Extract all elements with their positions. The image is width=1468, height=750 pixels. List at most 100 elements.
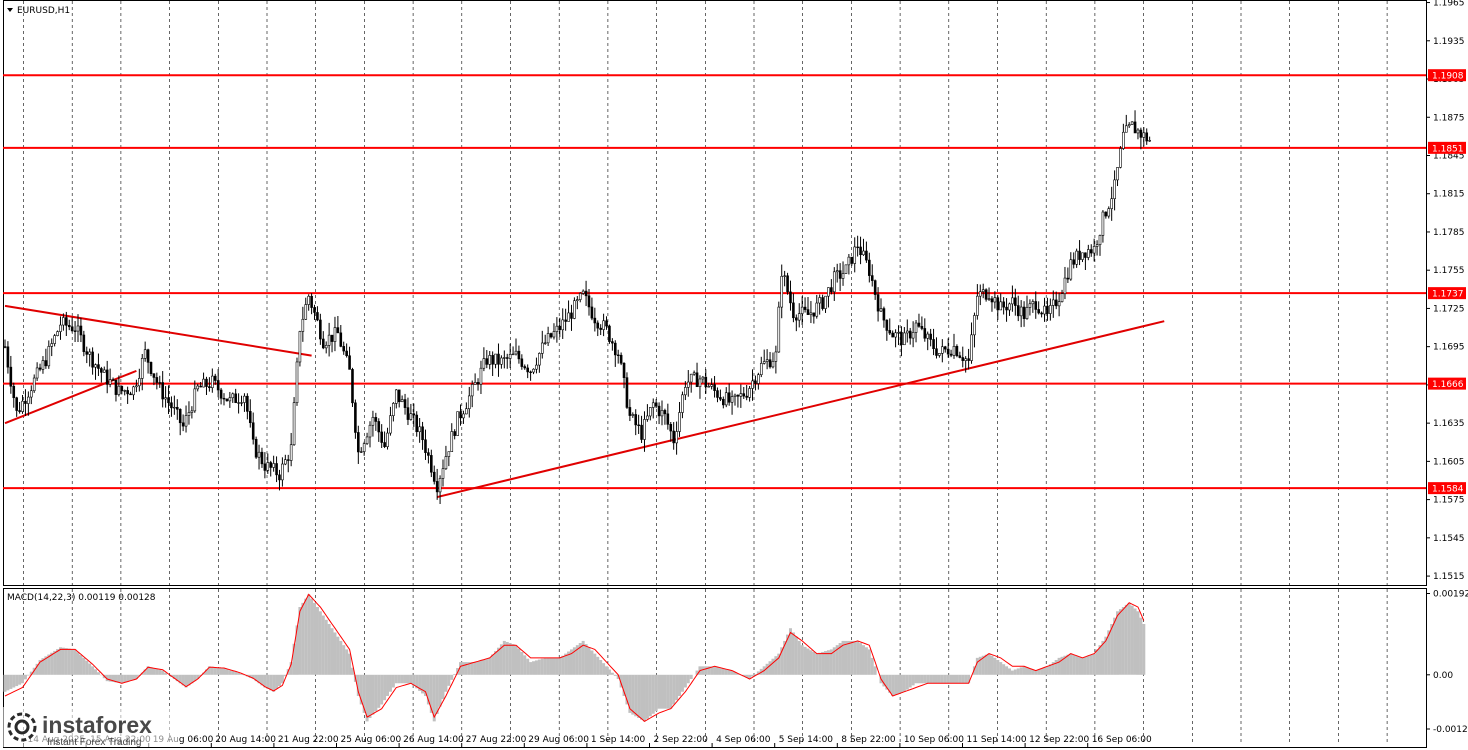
candle-body [278, 474, 281, 481]
time-tick-label: 2 Sep 22:00 [654, 735, 709, 745]
candle-body [1066, 277, 1070, 280]
symbol-label: EURUSD,H1 [17, 6, 70, 16]
candle-body [94, 364, 97, 368]
candle-body [1057, 301, 1061, 307]
candle-body [333, 327, 337, 342]
candle-body [821, 297, 824, 309]
candle-body [357, 432, 360, 453]
candle-body [508, 354, 512, 359]
price-tick-label: 1.1515 [1433, 572, 1465, 582]
candle-body [27, 396, 30, 404]
candle-body [354, 402, 357, 433]
candle-body [555, 325, 559, 332]
candle-body [905, 330, 909, 334]
candle-body [657, 405, 661, 417]
candle-body [231, 393, 235, 399]
candle-body [129, 393, 132, 396]
candle-body [479, 367, 483, 385]
candle-body [856, 246, 859, 249]
candle-body [324, 345, 328, 349]
main-chart-frame [3, 0, 1427, 748]
candle-body [196, 385, 200, 390]
candle-body [911, 332, 915, 339]
candle-body [701, 376, 705, 380]
candle-body [786, 275, 789, 293]
candle-body [213, 375, 217, 381]
candle-body [205, 378, 208, 387]
candle-body [216, 380, 220, 391]
candle-body [891, 332, 894, 338]
candle-body [91, 351, 94, 368]
candle-body [757, 374, 760, 384]
candle-body [759, 363, 763, 376]
candle-body [35, 367, 39, 379]
candle-body [482, 358, 486, 369]
price-tick-label: 1.1575 [1433, 496, 1465, 506]
candle-body [920, 326, 924, 329]
candle-body [225, 398, 229, 402]
candle-body [818, 297, 821, 304]
candle-body [739, 393, 743, 397]
candle-body [619, 354, 623, 364]
candle-body [949, 353, 953, 356]
candle-body [643, 419, 646, 440]
candle-body [491, 355, 494, 365]
candle-body [672, 430, 675, 444]
candle-body [695, 372, 699, 388]
candle-body [289, 444, 293, 461]
candle-body [1130, 121, 1134, 125]
candle-body [999, 301, 1003, 311]
chart-labels: EURUSD,H1 MACD(14,22,3) 0.00119 0.00128 [7, 6, 156, 603]
trendline-descending-resistance[interactable] [4, 304, 312, 357]
price-tick-label: 1.1815 [1433, 190, 1465, 200]
candle-body [698, 378, 702, 388]
candle-body [228, 397, 232, 402]
candle-body [111, 379, 115, 381]
candle-body [465, 408, 468, 415]
candle-body [368, 424, 372, 438]
trendline-rising-support[interactable] [436, 320, 1165, 499]
candle-body [292, 402, 296, 446]
candle-body [964, 358, 967, 361]
candle-body [978, 291, 982, 297]
candle-body [941, 346, 944, 354]
candle-body [771, 361, 775, 368]
candle-body [383, 442, 386, 447]
instaforex-logo-icon [7, 712, 37, 742]
candle-body [616, 354, 620, 356]
candle-body [707, 386, 711, 388]
candle-body [1113, 179, 1116, 200]
candle-body [640, 424, 643, 440]
candle-body [581, 290, 585, 294]
candle-body [1122, 131, 1125, 149]
level-price-tag [1428, 377, 1466, 390]
candle-body [990, 298, 994, 303]
price-axis: 1.19651.19351.19051.18751.18451.18151.17… [1426, 0, 1468, 735]
candle-body [1060, 293, 1064, 302]
candle-body [844, 264, 848, 274]
candle-body [143, 349, 147, 359]
candle-body [246, 395, 249, 412]
candle-body [140, 358, 144, 379]
candle-body [689, 373, 693, 383]
candle-body [254, 438, 258, 458]
candle-body [552, 331, 556, 338]
candle-body [681, 394, 684, 413]
candle-body [59, 324, 62, 332]
candle-body [386, 432, 389, 447]
candle-body [751, 380, 754, 389]
time-tick-label: 4 Sep 06:00 [716, 735, 771, 745]
candle-body [301, 318, 305, 332]
trendline-early-support[interactable] [4, 369, 137, 425]
candle-body [275, 463, 278, 476]
candle-body [12, 385, 16, 399]
candle-body [181, 422, 185, 427]
candle-body [926, 333, 930, 339]
symbol-dropdown-icon[interactable] [7, 8, 13, 12]
candle-body [187, 412, 191, 416]
candle-body [184, 415, 188, 427]
candle-body [868, 259, 871, 276]
candle-body [1107, 208, 1111, 217]
candle-body [50, 343, 54, 347]
candle-body [876, 294, 880, 312]
